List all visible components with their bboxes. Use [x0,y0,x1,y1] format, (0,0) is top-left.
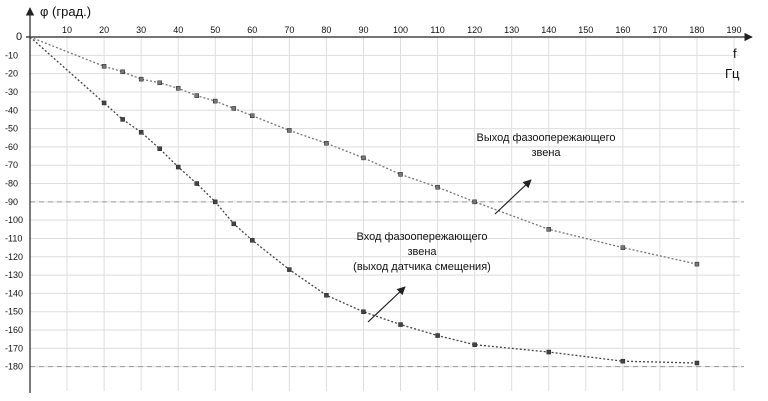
x-axis-unit-label: Гц [725,66,740,81]
y-tick-label: -90 [5,197,18,207]
y-tick-label: -140 [5,288,23,298]
y-tick-label: -40 [5,105,18,115]
data-point [138,76,144,82]
annotation-text: Выход фазоопережающего [476,132,615,144]
x-tick-label: 50 [210,25,220,35]
data-point [361,155,366,161]
y-tick-label: -10 [5,50,18,60]
x-tick-label: 150 [578,25,593,35]
x-tick-label: 160 [615,25,630,35]
annotation-arrow [367,286,406,323]
x-axis-label-f: f [733,46,737,61]
data-point [694,261,700,267]
data-point [175,164,181,170]
data-point [472,199,477,205]
x-tick-label: 60 [247,25,257,35]
x-tick-label: 190 [726,25,741,35]
x-tick-label: 10 [62,25,72,35]
data-series [29,36,700,366]
y-tick-label: -150 [5,307,23,317]
data-point [435,333,440,338]
data-point [175,86,181,91]
axes [25,7,753,393]
data-point [398,322,403,327]
data-point [138,129,144,135]
data-point [157,80,162,86]
annotation-text: звена [531,147,561,159]
annotations: Выход фазоопережающего звена Вход фазоопер… [353,132,616,323]
data-point [546,349,551,355]
data-point [101,64,107,69]
x-tick-label: 110 [430,25,444,35]
x-tick-label: 80 [321,25,331,35]
data-point [694,360,700,366]
x-tick-label: 130 [504,25,519,35]
data-point [324,140,329,146]
data-point [231,221,237,227]
data-point [231,106,237,111]
data-point [213,199,218,205]
y-tick-label: -80 [5,179,18,189]
x-tick-label: 70 [284,25,294,35]
data-point [157,146,162,151]
x-tick-label: 20 [99,25,109,35]
data-point [213,98,218,104]
data-point [194,181,199,186]
data-point [620,358,626,364]
data-point [287,128,292,133]
annotation-arrow [494,179,532,215]
data-point [324,293,329,298]
x-tick-label: 30 [136,25,146,35]
annotation-text: (выход датчика смещения) [353,261,491,273]
x-tick-label: 170 [652,25,667,35]
y-tick-label: -130 [5,270,23,280]
y-tick-labels: -10 -20 -30 -40 -50 -60 -70 -80 -90 -100 -110 -120 -… [5,50,23,371]
y-tick-label: -120 [5,252,23,262]
reference-lines [30,201,744,368]
data-point [546,227,551,232]
origin-label: 0 [16,31,22,43]
annotation-text: звена [407,246,437,258]
data-point [250,113,255,119]
y-tick-label: -20 [5,69,18,79]
y-tick-label: -50 [5,124,18,134]
data-point [435,184,440,190]
x-tick-label: 100 [393,25,408,35]
x-tick-label: 90 [358,25,368,35]
data-point [120,69,125,75]
data-point [287,267,292,272]
data-point [194,93,199,98]
grid-lines [30,37,740,391]
y-tick-label: -30 [5,87,18,97]
y-tick-label: -110 [5,233,22,243]
y-tick-label: -60 [5,142,18,152]
data-point [101,100,107,106]
data-point [250,238,255,243]
x-tick-labels: 10 20 30 40 50 60 70 80 90 100 110 120 130 140 150 160 1… [62,25,741,35]
x-tick-label: 40 [173,25,183,35]
y-tick-label: -100 [5,215,23,225]
data-point [120,117,125,122]
x-tick-label: 140 [541,25,556,35]
data-point [620,245,626,250]
x-tick-label: 120 [467,25,482,35]
data-point [398,172,403,177]
y-tick-label: -180 [5,362,23,372]
y-tick-label: -160 [5,325,23,335]
x-tick-label: 180 [689,25,704,35]
y-tick-label: -170 [5,343,23,353]
y-axis-label: φ (град.) [40,4,91,19]
y-tick-label: -70 [5,160,18,170]
annotation-text: Вход фазоопережающего [357,231,488,243]
data-point [472,342,477,347]
data-point [361,309,366,314]
